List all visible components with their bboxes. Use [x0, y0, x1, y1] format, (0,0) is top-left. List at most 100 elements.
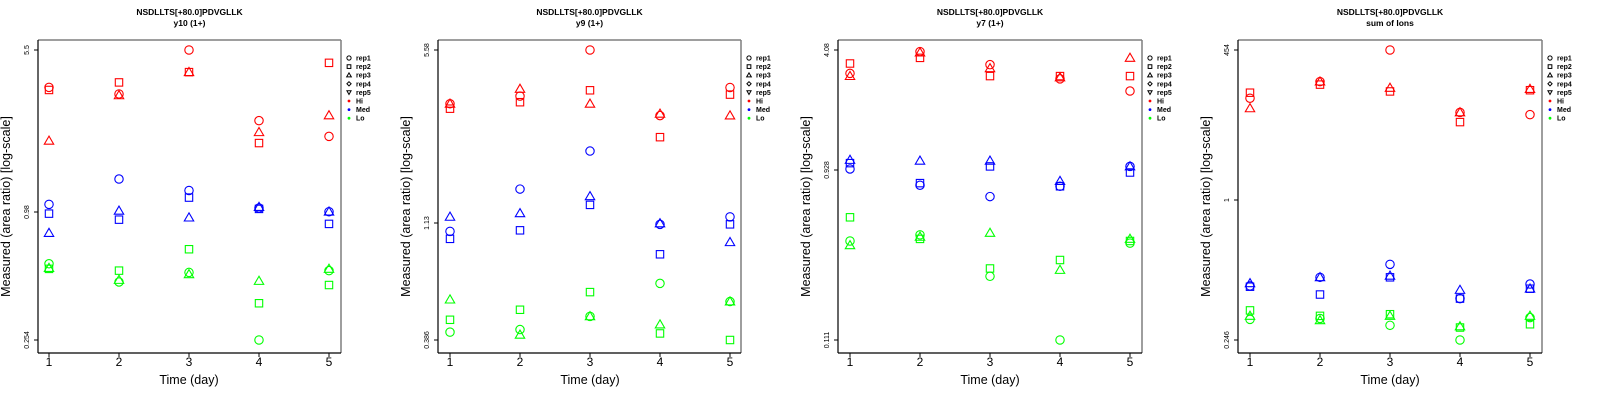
data-point [324, 58, 334, 68]
legend-triangle-down-icon [1547, 90, 1553, 96]
x-tick-label: 3 [987, 355, 994, 369]
series-hi-rep2 [845, 53, 1135, 81]
legend-item-hi: Hi [747, 99, 763, 106]
legend-item-med: Med [1548, 107, 1571, 114]
legend-item-rep3: rep3 [745, 71, 771, 80]
series-lo-rep1 [845, 230, 1135, 345]
data-point [1125, 86, 1135, 96]
y-tick-label: 0.98 [24, 205, 31, 219]
data-point [585, 86, 595, 95]
legend-diamond-icon [346, 80, 352, 87]
data-point [845, 236, 855, 246]
data-point [655, 219, 665, 230]
chart-title: NSDLLTS[+80.0]PDVGLLK [937, 7, 1044, 17]
data-point [654, 108, 666, 118]
series-hi-rep3 [444, 83, 736, 120]
data-point [1524, 310, 1536, 320]
data-point [1125, 168, 1135, 177]
legend-item-rep4: rep4 [746, 80, 771, 88]
y-tick-label: 0.928 [824, 161, 831, 179]
data-point [514, 83, 526, 93]
data-point [724, 109, 736, 120]
series-med-rep1 [44, 174, 334, 217]
x-tick-label: 4 [256, 355, 263, 369]
data-point [444, 211, 456, 221]
legend-label: rep5 [356, 90, 371, 97]
legend-circle-icon [1547, 55, 1553, 61]
data-point [1314, 271, 1326, 282]
chart-title: NSDLLTS[+80.0]PDVGLLK [1337, 7, 1444, 17]
y-tick-label: 0.254 [24, 331, 31, 349]
data-point [43, 227, 55, 237]
data-point [1385, 320, 1395, 331]
data-point [1055, 255, 1065, 265]
data-point [1055, 181, 1065, 192]
data-point [1124, 52, 1136, 62]
y-tick-label: 4.08 [824, 43, 831, 57]
data-point [113, 89, 125, 100]
data-point [585, 45, 595, 55]
data-point [654, 217, 666, 228]
series-hi-rep3 [43, 66, 335, 145]
legend-item-rep1: rep1 [1147, 55, 1172, 63]
data-point [724, 295, 736, 306]
legend-label: rep4 [1157, 81, 1172, 88]
series-lo-rep1 [445, 278, 735, 337]
legend-label: rep3 [356, 73, 371, 80]
data-point [585, 287, 595, 297]
series-lo-rep1 [44, 259, 334, 345]
legend-item-rep5: rep5 [346, 90, 371, 97]
series-med-rep1 [845, 161, 1135, 202]
data-point [514, 328, 526, 339]
data-point [914, 154, 926, 165]
legend-item-hi: Hi [1548, 99, 1564, 106]
data-point [1454, 284, 1466, 294]
data-point [725, 212, 735, 222]
data-point [584, 310, 596, 321]
series-hi-rep2 [1245, 80, 1535, 127]
data-point [844, 154, 856, 164]
legend-triangle-up-icon [345, 71, 353, 78]
legend-item-med: Med [747, 107, 770, 114]
legend-dot-icon [1548, 99, 1552, 103]
y-tick-label: 0.246 [1224, 331, 1231, 349]
data-point [985, 162, 995, 171]
legend-label: Hi [1157, 99, 1164, 106]
x-tick-label: 1 [847, 355, 854, 369]
y-axis-label: Measured (area ratio) [log-scale] [0, 116, 13, 297]
data-point [655, 329, 665, 338]
data-point [725, 335, 735, 345]
legend-item-hi: Hi [1148, 99, 1164, 106]
data-point [184, 193, 194, 202]
data-point [114, 215, 124, 224]
series-med-rep3 [444, 190, 736, 247]
legend-item-rep2: rep2 [1547, 64, 1572, 71]
x-tick-label: 5 [1527, 355, 1534, 369]
data-point [44, 259, 54, 269]
legend-dot-icon [347, 99, 351, 103]
series-med-rep3 [1244, 270, 1536, 294]
series-lo-rep3 [844, 227, 1136, 274]
x-tick-label: 4 [1057, 355, 1064, 369]
legend-label: rep3 [1157, 73, 1172, 80]
data-point [44, 209, 54, 218]
data-point [1524, 282, 1536, 293]
data-point [1054, 264, 1066, 274]
data-point [515, 305, 525, 315]
data-point [1124, 160, 1136, 171]
legend-square-icon [346, 64, 352, 69]
chart-subtitle: y7 (1+) [976, 18, 1003, 28]
data-point [1314, 314, 1326, 325]
legend-label: Med [1557, 107, 1571, 114]
legend-dot-icon [1548, 108, 1552, 111]
data-point [1384, 82, 1396, 92]
data-point [1054, 175, 1066, 186]
legend-item-rep4: rep4 [1547, 80, 1572, 88]
data-point [253, 201, 265, 212]
data-point [725, 90, 735, 99]
legend-label: rep3 [1557, 73, 1572, 80]
legend-label: Lo [1557, 116, 1566, 123]
legend-item-rep1: rep1 [1547, 55, 1572, 63]
